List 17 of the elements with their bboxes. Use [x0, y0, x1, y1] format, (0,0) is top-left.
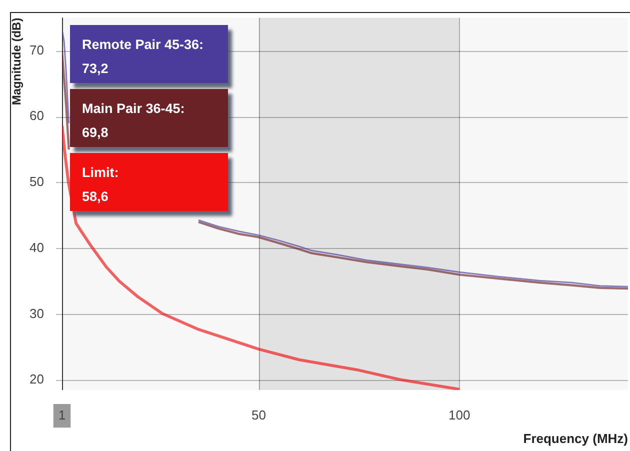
y-tick-label: 40 [30, 240, 44, 255]
y-tick-label: 20 [30, 372, 44, 387]
x-tick-label: 50 [251, 407, 266, 422]
annotation: Main Pair 36-45: 69,8 [82, 100, 186, 142]
x-tick-label: 100 [448, 407, 470, 422]
y-axis-title: Magnitude (dB) [10, 18, 24, 106]
tooltip: Main Pair 36-45: 69,8 [70, 88, 228, 147]
y-tick-label: 60 [30, 108, 44, 124]
annotation: Remote Pair 45-36: 73,2 [82, 36, 205, 78]
x-tick-label: 1 [58, 407, 66, 422]
y-tick-label: 50 [30, 174, 44, 190]
tooltip: Remote Pair 45-36: 73,2 [70, 24, 228, 83]
x-axis-title: Frequency (MHz) [523, 430, 628, 446]
annotation: Limit: 58,6 [82, 164, 120, 206]
y-tick-label: 30 [30, 306, 44, 321]
y-tick-label: 70 [30, 42, 44, 58]
tooltip: Limit: 58,6 [70, 152, 228, 211]
